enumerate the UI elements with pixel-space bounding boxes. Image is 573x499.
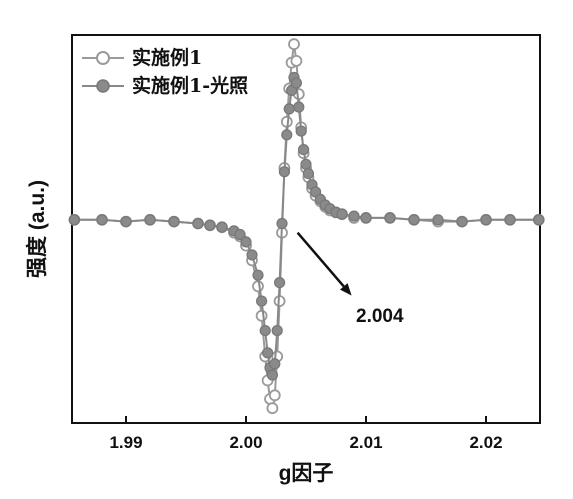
- data-point: [253, 281, 263, 291]
- series-line: [74, 78, 538, 376]
- data-point: [349, 211, 359, 221]
- data-point: [69, 215, 79, 225]
- legend-marker-series-2: [97, 80, 109, 92]
- data-point: [270, 390, 280, 400]
- data-point: [337, 209, 347, 219]
- data-point: [121, 217, 131, 227]
- data-point: [145, 215, 155, 225]
- x-tick-label: 1.99: [109, 433, 142, 452]
- y-axis-label: 强度 (a.u.): [25, 180, 49, 278]
- data-point: [193, 219, 203, 229]
- data-point: [257, 296, 267, 306]
- data-point: [260, 326, 270, 336]
- data-point: [481, 215, 491, 225]
- data-point: [457, 217, 467, 227]
- data-point: [275, 278, 285, 288]
- data-point: [284, 104, 294, 114]
- data-point: [279, 167, 289, 177]
- annotation: 2.004: [298, 233, 404, 327]
- annotation-arrow: [298, 233, 344, 287]
- data-point: [301, 159, 311, 169]
- data-point: [205, 220, 215, 230]
- series-2: [69, 73, 543, 381]
- data-point: [361, 213, 371, 223]
- data-point: [289, 39, 299, 49]
- data-point: [505, 215, 515, 225]
- data-point: [277, 219, 287, 229]
- data-point: [303, 169, 313, 179]
- x-tick-label: 2.00: [229, 433, 262, 452]
- data-point: [217, 222, 227, 232]
- data-point: [294, 102, 304, 112]
- data-point: [534, 215, 544, 225]
- annotation-label: 2.004: [356, 306, 404, 327]
- x-ticks: 1.99 2.00 2.01 2.02: [109, 416, 502, 452]
- data-point: [299, 145, 309, 155]
- x-tick-label: 2.01: [349, 433, 382, 452]
- data-point: [169, 217, 179, 227]
- data-point: [263, 348, 273, 358]
- data-point: [267, 370, 277, 380]
- series-line: [74, 44, 538, 408]
- data-point: [409, 215, 419, 225]
- data-point: [385, 213, 395, 223]
- data-point: [291, 56, 301, 66]
- legend-label-series-2: 实施例1-光照: [132, 74, 248, 97]
- data-point: [272, 326, 282, 336]
- data-point: [291, 78, 301, 88]
- data-point: [282, 130, 292, 140]
- x-axis-label: g因子: [279, 462, 334, 485]
- data-point: [257, 311, 267, 321]
- legend-label-series-1: 实施例1: [132, 46, 202, 69]
- data-point: [296, 126, 306, 136]
- x-tick-label: 2.02: [469, 433, 502, 452]
- data-point: [253, 270, 263, 280]
- data-point: [433, 215, 443, 225]
- data-point: [97, 215, 107, 225]
- data-point: [241, 237, 251, 247]
- data-point: [270, 359, 280, 369]
- data-point: [267, 403, 277, 413]
- legend-marker-series-1: [97, 52, 109, 64]
- legend: 实施例1 实施例1-光照: [82, 46, 248, 97]
- data-point: [247, 250, 257, 260]
